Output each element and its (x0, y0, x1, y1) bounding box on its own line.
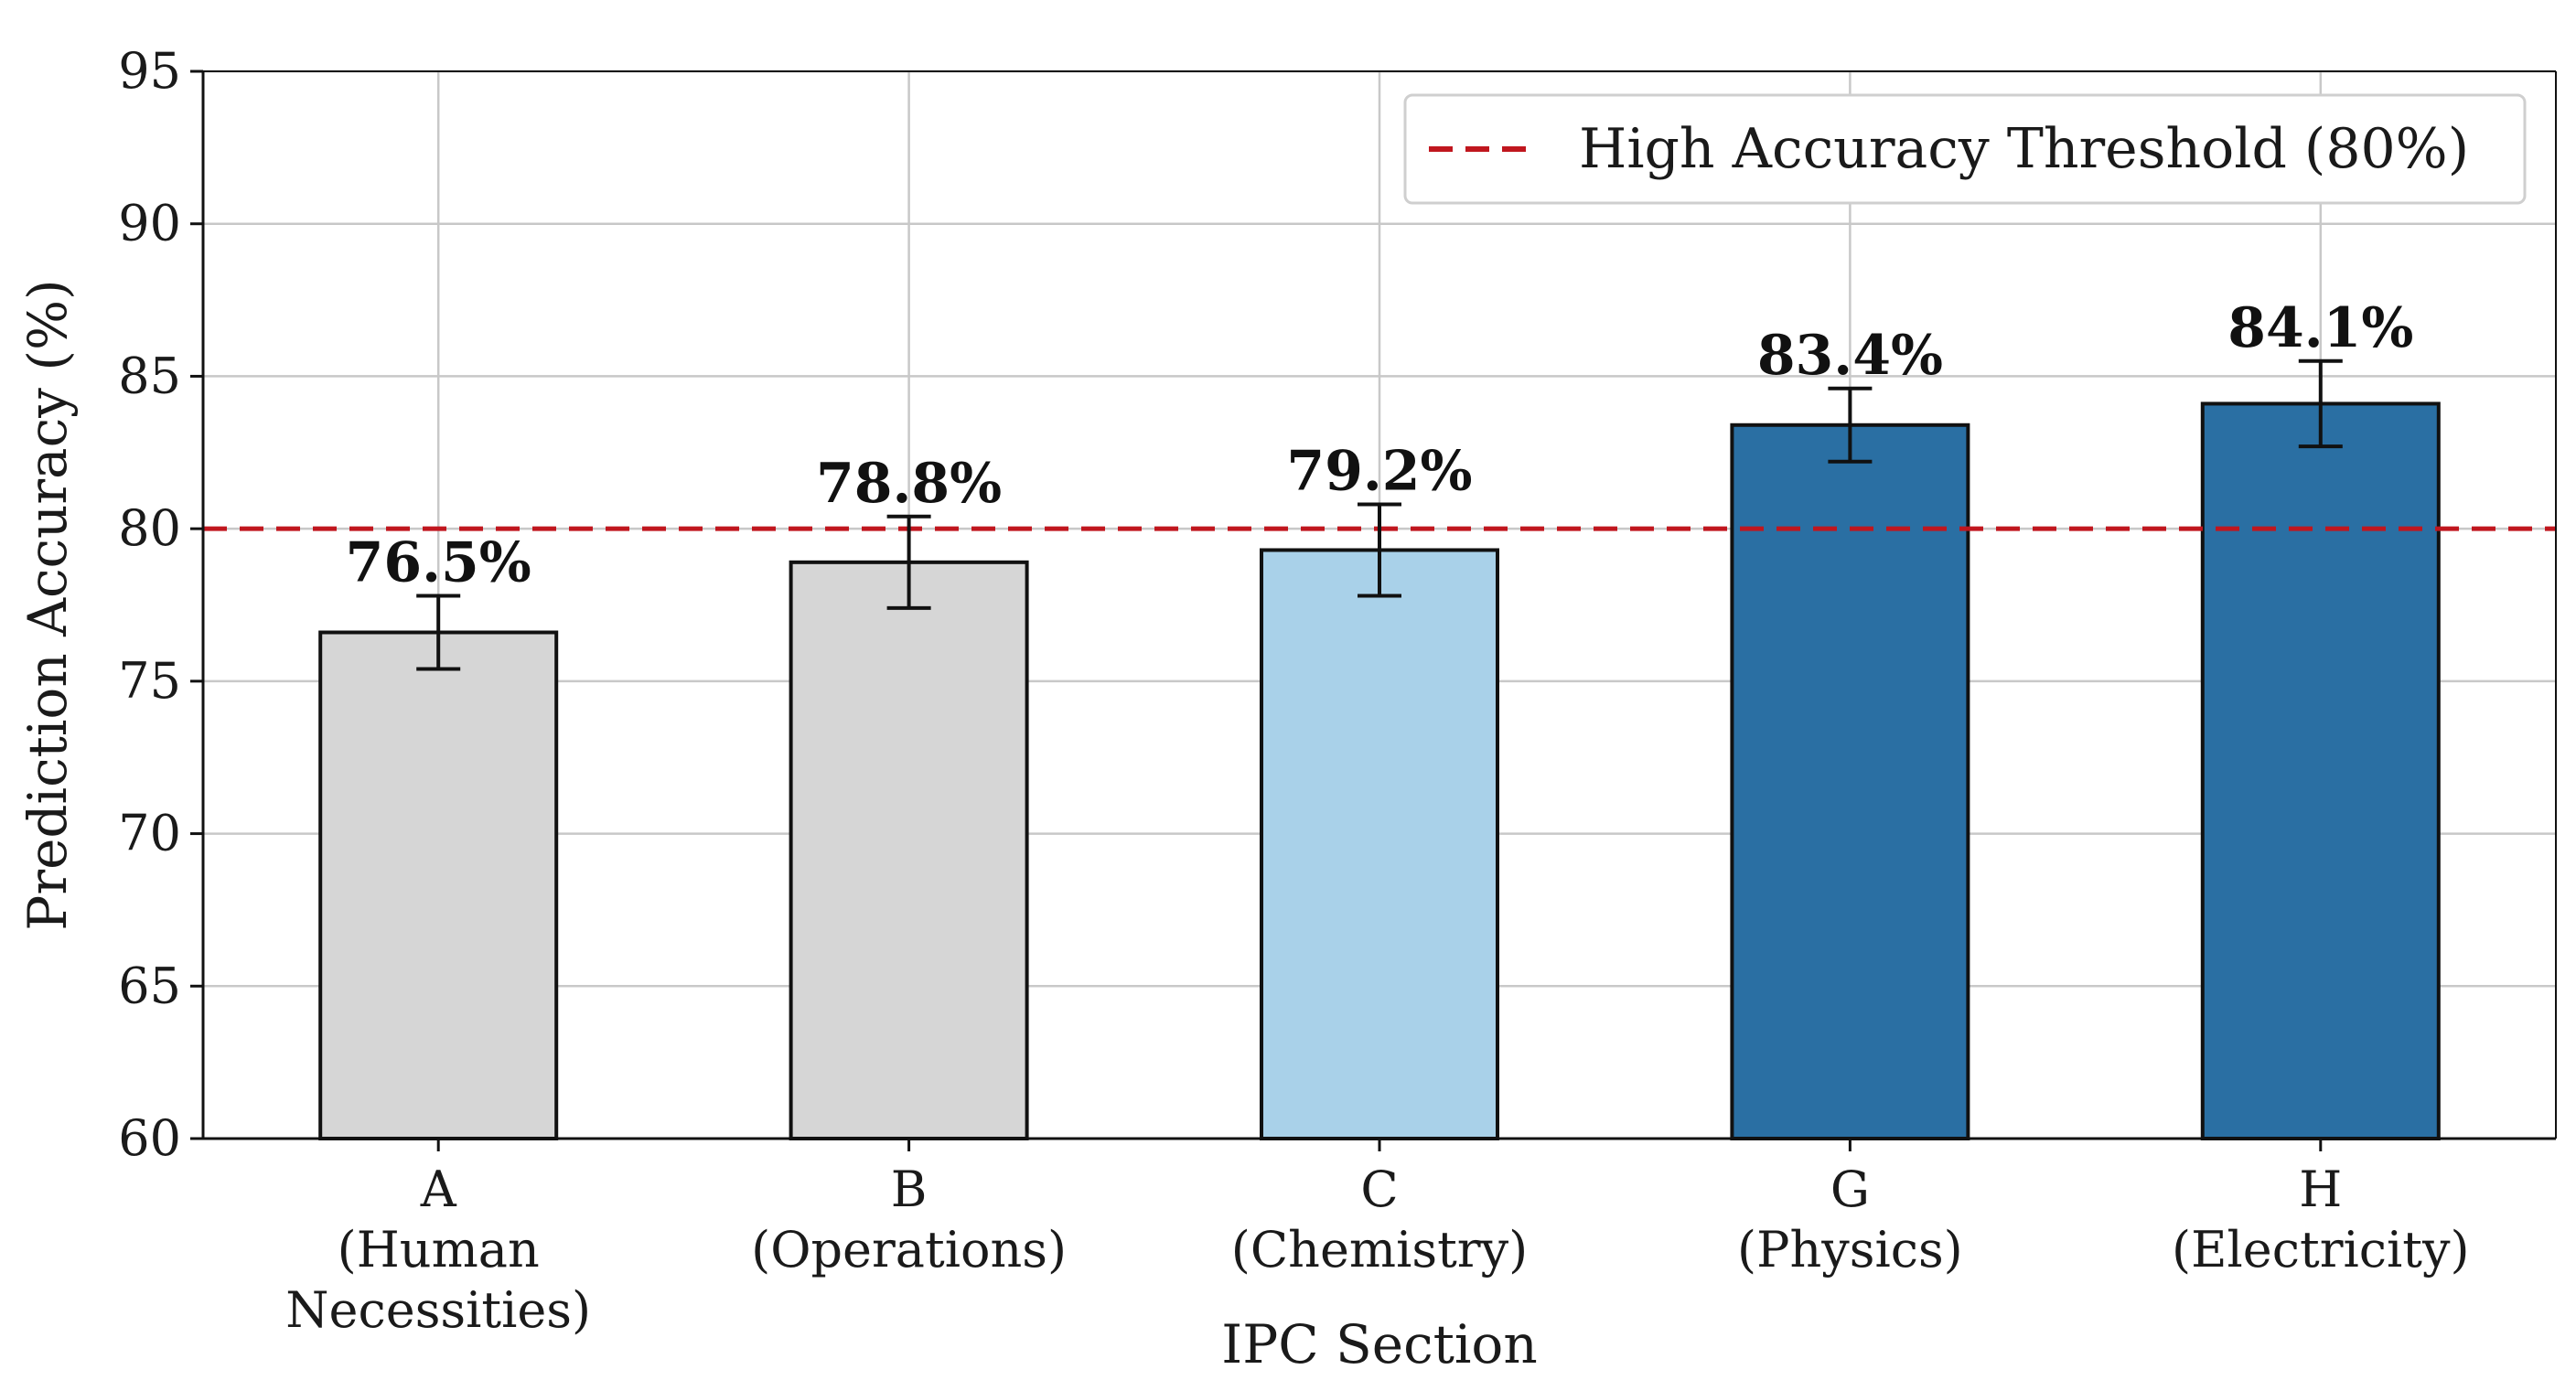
y-tick-label: 65 (118, 957, 181, 1014)
bar (789, 560, 1029, 1140)
x-tick-label-line: H (2299, 1161, 2342, 1218)
x-tick-label-line: B (891, 1161, 928, 1218)
value-label: 83.4% (1757, 324, 1943, 388)
x-tick-label-line: A (420, 1161, 457, 1218)
x-tick-label: B (Operations) (751, 1161, 1067, 1278)
legend-label: High Accuracy Threshold (80%) (1579, 117, 2469, 181)
x-tick-label-line: C (1360, 1161, 1398, 1218)
value-label: 78.8% (816, 452, 1002, 516)
x-tick-label-line: G (1830, 1161, 1870, 1218)
bar (2200, 401, 2441, 1140)
x-tick-label: H (Electricity) (2172, 1161, 2470, 1278)
value-labels-layer: 76.5% 78.8% 79.2% 83.4% 84.1% (346, 296, 2414, 595)
bars-layer (318, 401, 2441, 1140)
y-tick-label: 85 (118, 347, 181, 404)
value-label: 79.2% (1286, 439, 1472, 503)
y-axis-title: Prediction Accuracy (%) (16, 279, 79, 930)
x-tick-label-line: (Electricity) (2172, 1221, 2470, 1278)
x-tick-label: A (Human Necessities) (285, 1161, 591, 1339)
y-tick-label: 95 (118, 42, 181, 100)
x-tick-label-line: (Operations) (751, 1221, 1067, 1278)
legend: High Accuracy Threshold (80%) (1403, 93, 2527, 205)
x-tick-label-line: (Chemistry) (1231, 1221, 1528, 1278)
axes-layer: 60 65 70 75 80 85 90 95 A (Human Necessities) B (Ope… (16, 42, 2557, 1375)
bar (1260, 548, 1499, 1140)
y-tick-label: 80 (118, 499, 181, 557)
y-tick-label: 70 (118, 805, 181, 862)
x-tick-label: C (Chemistry) (1231, 1161, 1528, 1278)
bar (318, 630, 559, 1140)
bar (1730, 423, 1970, 1140)
value-label: 76.5% (346, 530, 531, 594)
y-tick-label: 90 (118, 195, 181, 252)
error-bars-layer (416, 358, 2343, 671)
y-tick-label: 75 (118, 652, 181, 710)
x-tick-label: G (Physics) (1737, 1161, 1963, 1278)
x-tick-label-line: (Human (338, 1221, 540, 1278)
x-tick-label-line: (Physics) (1737, 1221, 1963, 1278)
value-label: 84.1% (2227, 296, 2413, 360)
legend-box (1403, 93, 2527, 205)
x-tick-label-line: Necessities) (285, 1281, 591, 1339)
x-axis-title: IPC Section (1221, 1313, 1537, 1375)
y-tick-label: 60 (118, 1109, 181, 1167)
